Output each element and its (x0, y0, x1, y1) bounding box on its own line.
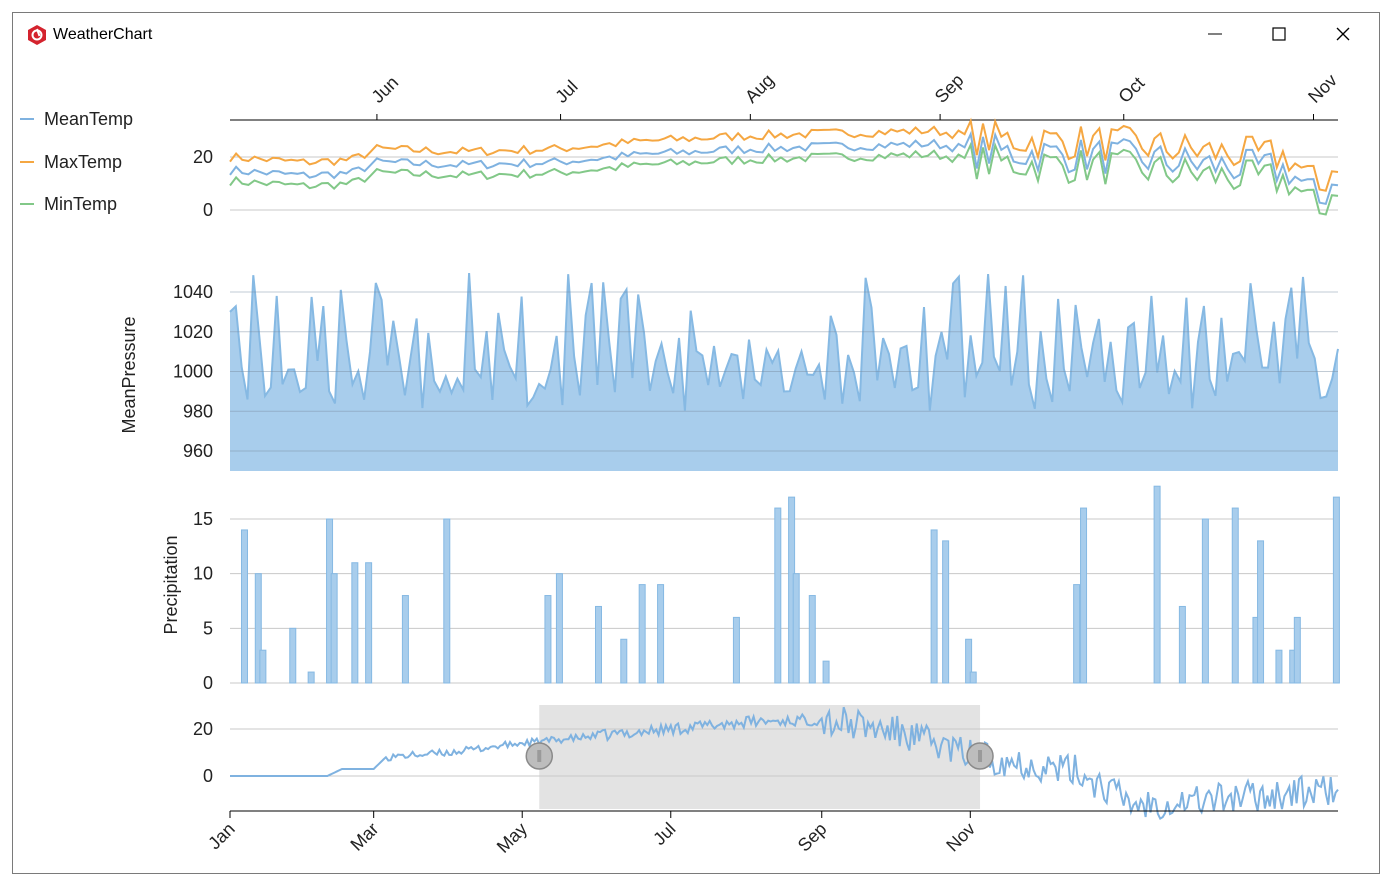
precip-bar (942, 540, 950, 684)
y-tick-label: 1000 (173, 362, 213, 382)
maximize-icon (1272, 27, 1286, 41)
precip-bar (1178, 605, 1186, 684)
precip-bar (965, 638, 973, 684)
y-tick-label: 5 (203, 618, 213, 638)
app-logo-icon (28, 25, 46, 45)
maximize-button[interactable] (1247, 13, 1311, 55)
y-tick-label: 1020 (173, 322, 213, 342)
legend-swatch (20, 118, 34, 120)
series-line-mintemp (229, 141, 1339, 216)
y-tick-label: 20 (193, 719, 213, 739)
window-title: WeatherChart (53, 26, 153, 43)
precip-bar (351, 562, 359, 684)
x-tick-label: Aug (741, 70, 778, 107)
precip-bar (365, 562, 373, 684)
precip-bar (330, 573, 338, 684)
close-button[interactable] (1311, 13, 1375, 55)
precip-bar (930, 529, 938, 684)
x-tick-label: Mar (346, 819, 382, 855)
precip-bar (774, 507, 782, 684)
x-tick-label: Jun (368, 72, 403, 107)
precip-bar (1293, 616, 1301, 684)
series-line-maxtemp (229, 117, 1339, 192)
precip-bar (1153, 485, 1161, 684)
x-tick-label: Jul (649, 819, 679, 849)
x-tick-label: Nov (1304, 70, 1341, 107)
precip-bar (1332, 496, 1340, 684)
title-bar[interactable]: WeatherChart (13, 13, 1379, 55)
legend-item-maxtemp[interactable]: MaxTemp (20, 152, 122, 172)
handle-grip (537, 750, 542, 762)
precip-bar (732, 616, 740, 684)
precip-bar (544, 595, 552, 684)
overview-line (230, 706, 1339, 821)
legend-label: MeanTemp (44, 108, 134, 129)
minimize-icon (1208, 33, 1222, 35)
precip-bar (969, 671, 977, 684)
legend-swatch (20, 161, 34, 163)
pressure-line (229, 272, 1339, 411)
legend-label: MinTemp (44, 193, 118, 214)
x-tick-label: Jan (204, 819, 239, 854)
precip-bar (240, 529, 248, 684)
y-tick-label: 20 (193, 147, 213, 167)
legend-item-mintemp[interactable]: MinTemp (20, 194, 117, 214)
weather-charts: Jun Jul Aug Sep Oct Nov020960980100010201040M… (119, 70, 1341, 857)
precip-bar (638, 584, 646, 684)
precip-bar (443, 518, 451, 684)
precip-bar (1201, 518, 1209, 684)
precip-bar (307, 671, 315, 684)
series-line-meantemp (229, 130, 1339, 206)
precip-bar (792, 573, 800, 684)
legend-label: MaxTemp (44, 151, 123, 172)
x-tick-label: Jul (551, 76, 581, 106)
y-tick-label: 960 (183, 441, 213, 461)
x-tick-label: Sep (931, 70, 968, 107)
precip-bar (289, 627, 297, 684)
precip-bar (401, 595, 409, 684)
weather-chart-window: WeatherChart MeanTemp MaxTemp MinTemp Ju… (12, 12, 1380, 874)
precip-bar (254, 573, 262, 684)
precip-bar (1275, 649, 1283, 684)
precip-bar (657, 584, 665, 684)
close-icon (1336, 27, 1350, 41)
pressure-area (230, 273, 1338, 471)
precip-bar (555, 573, 563, 684)
y-axis-label: Precipitation (161, 535, 181, 634)
precip-bar (595, 605, 603, 684)
legend-item-meantemp[interactable]: MeanTemp (20, 109, 133, 129)
y-tick-label: 10 (193, 564, 213, 584)
legend-swatch (20, 203, 34, 205)
range-selection (539, 705, 981, 809)
y-tick-label: 980 (183, 401, 213, 421)
precip-bar (822, 660, 830, 684)
handle-grip (978, 750, 983, 762)
precip-bar (1080, 507, 1088, 684)
x-tick-label: May (493, 819, 531, 857)
x-tick-label: Nov (942, 819, 979, 856)
y-tick-label: 0 (203, 766, 213, 786)
y-tick-label: 0 (203, 200, 213, 220)
x-tick-label: Oct (1114, 73, 1148, 107)
minimize-button[interactable] (1183, 13, 1247, 55)
y-tick-label: 15 (193, 509, 213, 529)
precip-bar (1231, 507, 1239, 684)
precip-bar (808, 595, 816, 684)
precip-bar (1073, 584, 1081, 684)
x-tick-label: Sep (794, 819, 831, 856)
y-tick-label: 0 (203, 673, 213, 693)
y-axis-label: MeanPressure (119, 316, 139, 433)
precip-bar (259, 649, 267, 684)
y-tick-label: 1040 (173, 282, 213, 302)
precip-bar (1257, 540, 1265, 684)
precip-bar (620, 638, 628, 684)
